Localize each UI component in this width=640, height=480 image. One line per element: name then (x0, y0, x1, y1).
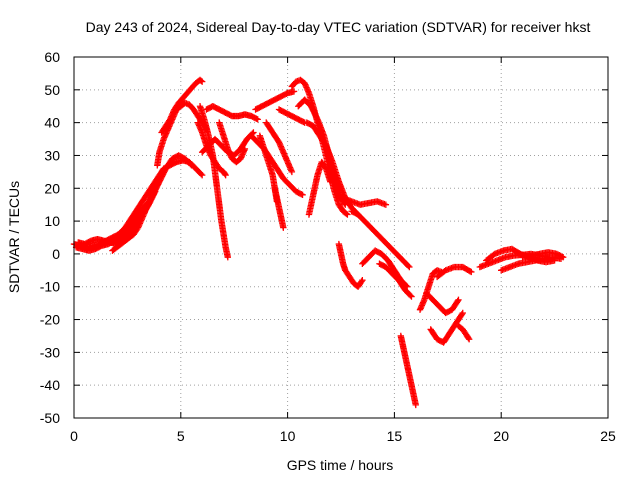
y-axis-label: SDTVAR / TECUs (6, 181, 22, 293)
tick-labels: 0 5 10 15 20 25 -50 -40 -30 -20 -10 0 10 20 30 40 50 60 (40, 49, 616, 444)
data-point (327, 178, 334, 185)
data-point (408, 293, 415, 300)
data-point (197, 170, 205, 178)
data-point (198, 78, 206, 85)
data-point (468, 268, 475, 276)
data-point (405, 262, 412, 270)
x-tick-label: 25 (600, 428, 616, 444)
series-arc31 (433, 263, 475, 281)
data-point (343, 210, 350, 217)
y-tick-label: -50 (40, 410, 60, 426)
data-point (290, 88, 298, 95)
data-point (454, 297, 461, 305)
axis-ticks (73, 56, 609, 419)
data-point (407, 292, 414, 299)
series-arc29 (423, 290, 462, 317)
series-arc22 (339, 194, 390, 208)
data-point (300, 118, 307, 126)
series-arc6 (158, 76, 206, 136)
series-arc16 (271, 185, 287, 231)
series-arc8 (196, 103, 231, 261)
data-points (70, 76, 567, 409)
data-point (299, 191, 306, 199)
data-point (459, 309, 466, 317)
grid (74, 57, 608, 418)
series-arc30 (427, 309, 466, 346)
series-arc17 (275, 106, 308, 126)
series-arc26 (376, 260, 415, 300)
series-arc21 (305, 158, 334, 218)
y-tick-label: -10 (40, 279, 60, 295)
series-arc15 (263, 119, 296, 176)
y-tick-label: 0 (52, 246, 60, 262)
series-arc11 (216, 119, 249, 166)
x-tick-label: 10 (280, 428, 296, 444)
series-arc32 (455, 322, 473, 343)
data-point (254, 116, 261, 123)
data-point (288, 168, 296, 176)
series-arc14 (256, 132, 281, 205)
data-point (466, 268, 474, 275)
data-point (151, 185, 159, 192)
data-point (458, 311, 466, 318)
y-tick-label: 60 (44, 49, 60, 65)
data-point (558, 253, 566, 260)
data-point (298, 190, 305, 198)
chart-title: Day 243 of 2024, Sidereal Day-to-day VTE… (86, 19, 591, 35)
data-point (253, 115, 260, 122)
data-point (224, 253, 231, 261)
x-tick-label: 5 (177, 428, 185, 444)
data-point (465, 334, 472, 342)
data-point (221, 170, 229, 178)
data-point (455, 296, 462, 304)
series-arc1 (70, 157, 206, 251)
data-point (382, 201, 390, 208)
y-tick-label: 50 (44, 82, 60, 98)
series-arc36 (519, 249, 567, 261)
y-tick-label: -20 (40, 312, 60, 328)
series-arc10 (203, 103, 261, 123)
y-tick-label: 10 (44, 213, 60, 229)
data-point (222, 171, 229, 179)
data-point (250, 129, 257, 136)
series-arc4 (109, 185, 159, 254)
data-point (188, 162, 195, 169)
y-tick-label: 30 (44, 147, 60, 163)
y-tick-label: 20 (44, 180, 60, 196)
y-tick-label: 40 (44, 115, 60, 131)
data-point (197, 77, 205, 84)
data-point (241, 145, 249, 153)
data-point (412, 401, 419, 409)
data-point (344, 211, 351, 218)
series-arc13 (252, 88, 298, 113)
data-point (198, 171, 206, 179)
y-tick-label: -30 (40, 344, 60, 360)
series-arc24 (335, 240, 366, 290)
data-point (559, 253, 567, 261)
x-axis-label: GPS time / hours (287, 457, 394, 473)
data-point (187, 161, 194, 168)
data-point (280, 224, 287, 231)
data-point (406, 263, 413, 271)
x-tick-label: 20 (493, 428, 509, 444)
x-tick-label: 0 (70, 428, 78, 444)
series-arc23 (348, 208, 413, 271)
y-tick-label: -40 (40, 377, 60, 393)
plot-frame (73, 56, 609, 419)
data-point (465, 336, 473, 343)
series-arc27 (397, 332, 419, 409)
x-tick-label: 15 (387, 428, 403, 444)
data-point (359, 276, 366, 284)
data-point (358, 278, 365, 285)
